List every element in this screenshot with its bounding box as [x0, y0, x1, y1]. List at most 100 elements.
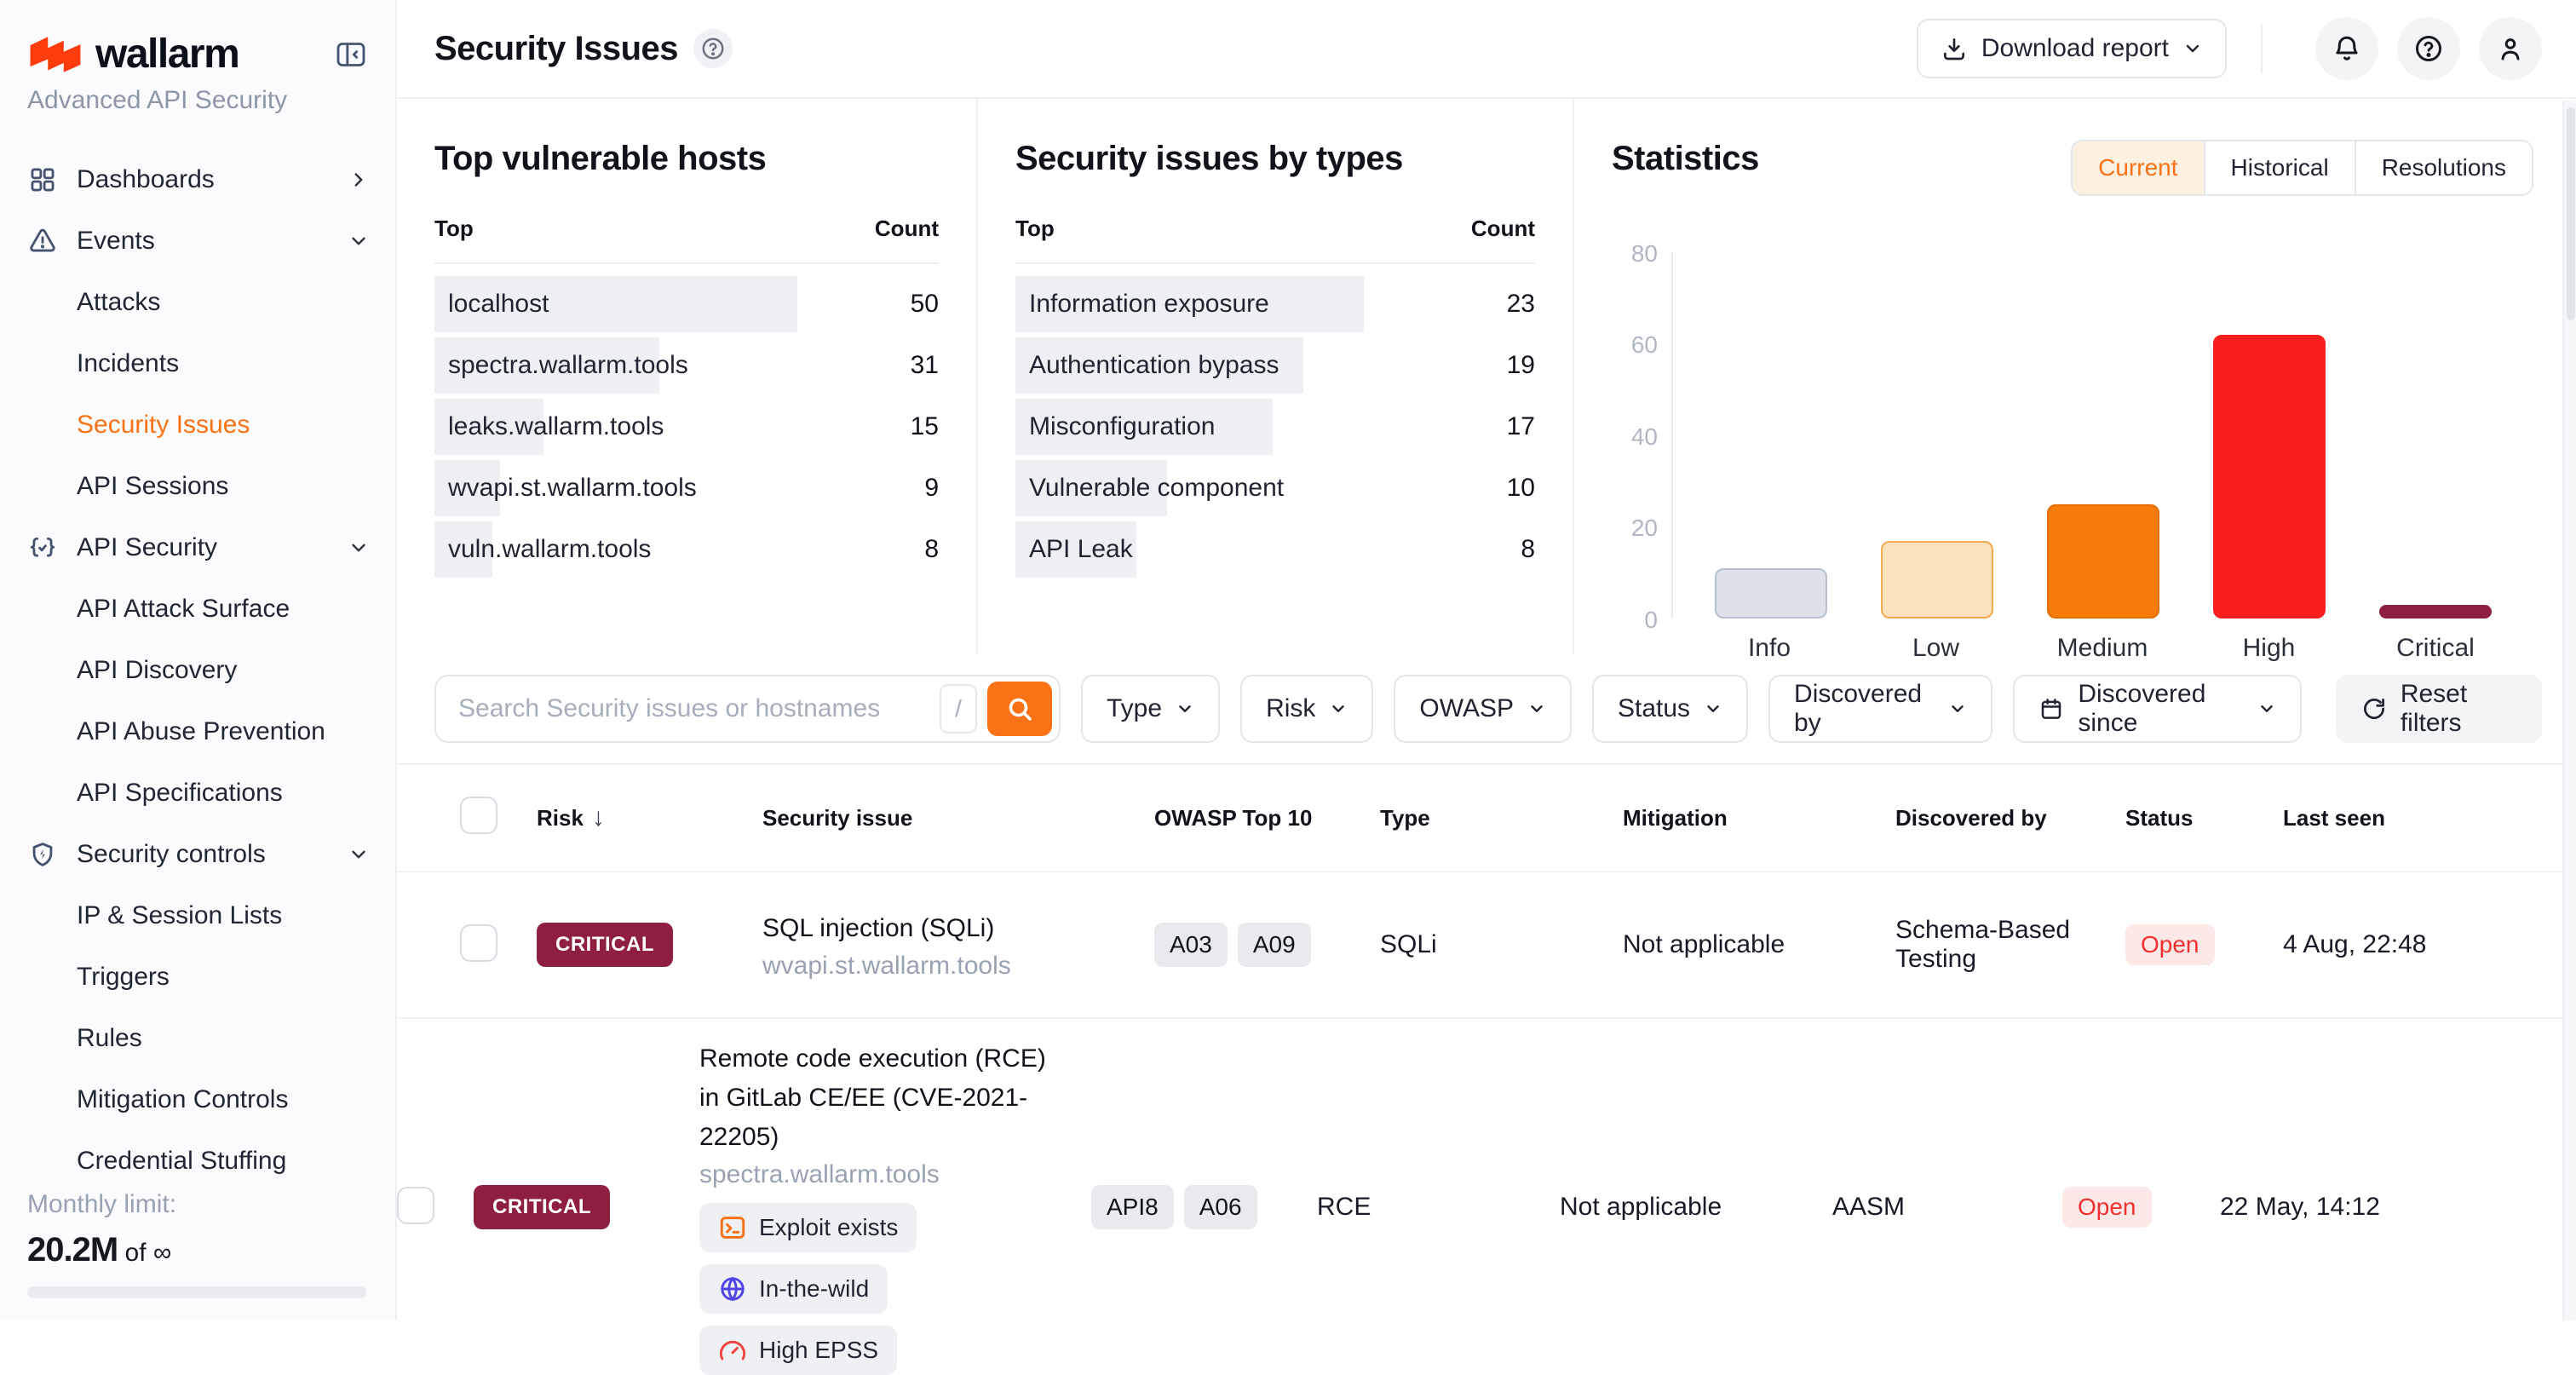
user-account-icon[interactable]: [2479, 17, 2542, 80]
help-circle-icon[interactable]: [693, 29, 733, 68]
sidebar-item-attacks[interactable]: Attacks: [27, 272, 370, 333]
column-status[interactable]: Status: [2125, 805, 2283, 831]
row-checkbox[interactable]: [460, 924, 497, 962]
discovered-by-cell: AASM: [1832, 1193, 2028, 1222]
bar-medium[interactable]: [2047, 504, 2159, 618]
shield-bolt-icon: [27, 840, 58, 869]
sidebar-item-events[interactable]: Events: [27, 210, 370, 272]
tab-historical[interactable]: Historical: [2204, 141, 2355, 194]
status-badge-open: Open: [2125, 924, 2215, 965]
sidebar-item-security-issues[interactable]: Security Issues: [27, 394, 370, 456]
download-icon: [1941, 35, 1968, 62]
y-axis-labels: 80 60 40 20 0: [1612, 252, 1671, 618]
table-row[interactable]: CRITICAL SQL injection (SQLi) wvapi.st.w…: [397, 871, 2576, 1017]
sidebar-item-label: API Security: [77, 533, 217, 562]
column-type[interactable]: Type: [1380, 805, 1623, 831]
tab-current[interactable]: Current: [2073, 141, 2203, 194]
monthly-limit-label: Monthly limit:: [27, 1190, 366, 1219]
column-mitigation[interactable]: Mitigation: [1623, 805, 1895, 831]
sidebar-item-api-specifications[interactable]: API Specifications: [27, 762, 370, 824]
tab-resolutions[interactable]: Resolutions: [2355, 141, 2532, 194]
mitigation-cell: Not applicable: [1623, 930, 1895, 959]
column-owasp[interactable]: OWASP Top 10: [1154, 805, 1380, 831]
column-risk[interactable]: Risk↓: [537, 803, 762, 832]
issue-host-link[interactable]: spectra.wallarm.tools: [699, 1160, 1091, 1189]
risk-badge-critical: CRITICAL: [537, 923, 673, 967]
table-row[interactable]: CRITICAL Remote code execution (RCE) in …: [397, 1017, 2576, 1375]
sidebar-item-incidents[interactable]: Incidents: [27, 333, 370, 394]
sidebar-item-ip-session-lists[interactable]: IP & Session Lists: [27, 885, 370, 946]
statistics-tabs: Current Historical Resolutions: [2071, 140, 2533, 196]
chevron-right-icon: [348, 169, 370, 191]
search-button[interactable]: [987, 682, 1052, 736]
sidebar-item-api-attack-surface[interactable]: API Attack Surface: [27, 578, 370, 640]
scrollbar-thumb[interactable]: [2567, 107, 2575, 320]
download-report-button[interactable]: Download report: [1917, 19, 2227, 78]
globe-icon: [718, 1274, 747, 1303]
bar-low[interactable]: [1881, 541, 1993, 618]
issue-title[interactable]: Remote code execution (RCE) in GitLab CE…: [699, 1039, 1050, 1157]
bar-critical[interactable]: [2379, 605, 2492, 618]
sidebar-item-label: Events: [77, 227, 155, 256]
main-content: Security Issues Download report Top: [397, 0, 2576, 1320]
chevron-down-icon: [1948, 699, 1967, 718]
select-all-checkbox[interactable]: [460, 797, 497, 834]
collapse-sidebar-icon[interactable]: [332, 36, 370, 73]
divider: [2261, 24, 2263, 73]
filter-discovered-by[interactable]: Discovered by: [1768, 675, 1992, 743]
vertical-scrollbar[interactable]: [2562, 101, 2576, 1320]
bar-high[interactable]: [2213, 335, 2326, 618]
row-checkbox[interactable]: [397, 1187, 434, 1224]
discovered-by-cell: Schema-Based Testing: [1895, 916, 2091, 974]
sidebar-nav: Dashboards Events Attacks Incidents Secu…: [27, 149, 370, 1192]
gauge-icon: [718, 1336, 747, 1365]
sidebar-item-security-controls[interactable]: Security controls: [27, 824, 370, 885]
issue-host-link[interactable]: wvapi.st.wallarm.tools: [762, 952, 1154, 981]
page-header: Security Issues Download report: [397, 0, 2576, 99]
sidebar-item-api-abuse-prevention[interactable]: API Abuse Prevention: [27, 701, 370, 762]
search-box: /: [434, 675, 1061, 743]
chevron-down-icon: [2182, 38, 2203, 59]
sidebar-item-mitigation-controls[interactable]: Mitigation Controls: [27, 1069, 370, 1130]
infinity-icon: ∞: [153, 1239, 171, 1267]
summary-panels: Top vulnerable hosts Top Count localhost…: [397, 99, 2576, 654]
severity-bar-chart: 80 60 40 20 0 Info L: [1612, 252, 2533, 663]
monthly-limit-value: 20.2M of ∞: [27, 1231, 366, 1269]
sidebar-item-credential-stuffing[interactable]: Credential Stuffing: [27, 1130, 370, 1192]
filter-type[interactable]: Type: [1081, 675, 1220, 743]
help-icon[interactable]: [2397, 17, 2460, 80]
sidebar-item-api-sessions[interactable]: API Sessions: [27, 456, 370, 517]
bar-info[interactable]: [1715, 568, 1827, 618]
search-icon: [1004, 693, 1035, 724]
search-input[interactable]: [458, 694, 940, 723]
sidebar-item-triggers[interactable]: Triggers: [27, 946, 370, 1008]
notifications-bell-icon[interactable]: [2315, 17, 2378, 80]
filter-status[interactable]: Status: [1592, 675, 1748, 743]
column-discovered-by[interactable]: Discovered by: [1895, 805, 2125, 831]
filter-bar: / Type Risk OWASP Status Discovered by D…: [397, 654, 2576, 765]
column-last-seen[interactable]: Last seen: [2283, 805, 2542, 831]
sidebar-item-api-discovery[interactable]: API Discovery: [27, 640, 370, 701]
filter-owasp[interactable]: OWASP: [1394, 675, 1572, 743]
reset-filters-button[interactable]: Reset filters: [2336, 675, 2542, 743]
sidebar-item-api-security[interactable]: API Security: [27, 517, 370, 578]
filter-risk[interactable]: Risk: [1240, 675, 1373, 743]
grid-icon: [27, 165, 58, 194]
filter-discovered-since[interactable]: Discovered since: [2013, 675, 2301, 743]
brand-name[interactable]: wallarm: [95, 31, 239, 78]
sidebar-item-dashboards[interactable]: Dashboards: [27, 149, 370, 210]
column-security-issue[interactable]: Security issue: [762, 805, 1154, 831]
issue-title[interactable]: SQL injection (SQLi): [762, 909, 1113, 948]
page-title: Security Issues: [434, 30, 678, 68]
sidebar-item-rules[interactable]: Rules: [27, 1008, 370, 1069]
